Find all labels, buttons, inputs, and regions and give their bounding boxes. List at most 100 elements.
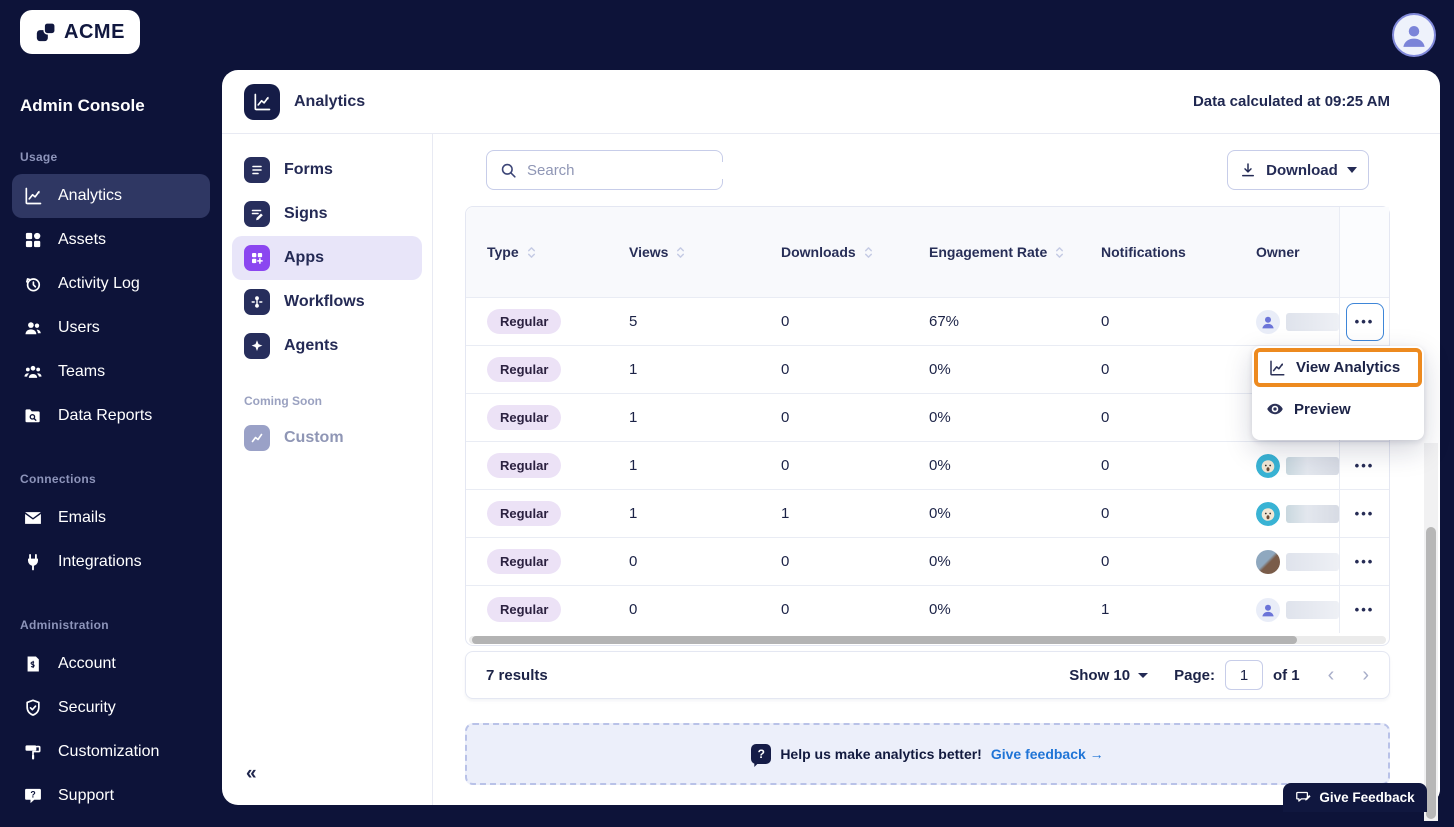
- search-icon: [499, 161, 518, 180]
- page-title: Analytics: [294, 92, 366, 110]
- table-row: Regular 1 0 0% 0: [466, 393, 1389, 441]
- sidebar-item-analytics[interactable]: Analytics: [12, 174, 210, 218]
- sidebar-item-teams[interactable]: Teams: [12, 350, 210, 394]
- admin-sidebar: Admin Console Usage Analytics Assets Act…: [0, 70, 222, 827]
- analytics-content: Download Type Views Downloads: [433, 134, 1440, 805]
- row-actions-button[interactable]: [1346, 591, 1384, 629]
- next-page-button[interactable]: [1362, 665, 1369, 685]
- vertical-scrollbar-thumb[interactable]: [1426, 527, 1436, 819]
- owner-cell: [1235, 597, 1339, 622]
- owner-cell: [1235, 309, 1339, 334]
- column-header-owner: Owner: [1256, 244, 1300, 260]
- page-total: of 1: [1272, 666, 1300, 684]
- owner-avatar-photo: [1256, 453, 1280, 478]
- type-badge: Regular: [487, 501, 562, 526]
- nav-item-workflows[interactable]: Workflows: [232, 280, 422, 324]
- row-actions-button[interactable]: [1346, 447, 1384, 485]
- sort-icon[interactable]: [675, 246, 686, 259]
- engagement-cell: 0%: [929, 409, 951, 426]
- horizontal-scrollbar-thumb[interactable]: [472, 636, 1297, 644]
- menu-item-view-analytics[interactable]: View Analytics: [1254, 348, 1422, 387]
- views-cell: 0: [629, 553, 638, 570]
- give-feedback-link[interactable]: Give feedback →: [990, 746, 1104, 762]
- page-size-select[interactable]: Show 10: [1069, 667, 1149, 684]
- sidebar-item-emails[interactable]: Emails: [12, 496, 210, 540]
- ellipsis-icon: [1355, 602, 1375, 617]
- table-row: Regular 0 0 0% 0: [466, 537, 1389, 585]
- search-box[interactable]: [486, 150, 726, 190]
- nav-item-agents[interactable]: Agents: [232, 324, 422, 368]
- custom-chart-icon: [244, 425, 270, 451]
- sidebar-item-integrations[interactable]: Integrations: [12, 540, 210, 584]
- sort-icon[interactable]: [526, 246, 537, 259]
- column-header-downloads[interactable]: Downloads: [760, 244, 908, 260]
- views-cell: 1: [629, 505, 638, 522]
- sidebar-item-support[interactable]: ? Support: [12, 774, 210, 818]
- assets-grid-icon: [22, 229, 44, 251]
- row-actions-button[interactable]: [1346, 543, 1384, 581]
- sidebar-item-account[interactable]: Account: [12, 642, 210, 686]
- downloads-cell: 0: [781, 361, 790, 378]
- envelope-icon: [22, 507, 44, 529]
- downloads-cell: 0: [781, 409, 790, 426]
- section-label-usage: Usage: [20, 150, 58, 164]
- person-icon: [1403, 26, 1425, 47]
- download-button[interactable]: Download: [1227, 150, 1369, 190]
- downloads-cell: 0: [781, 601, 790, 618]
- sort-icon[interactable]: [1054, 246, 1065, 259]
- analytics-icon: [244, 83, 280, 120]
- engagement-cell: 0%: [929, 457, 951, 474]
- row-actions-button[interactable]: [1345, 302, 1384, 341]
- sidebar-item-activity-log[interactable]: Activity Log: [12, 262, 210, 306]
- collapse-sidebar-button[interactable]: «: [246, 763, 257, 784]
- sort-icon[interactable]: [863, 246, 874, 259]
- billing-document-icon: [22, 653, 44, 675]
- brand-name: ACME: [64, 20, 125, 43]
- horizontal-scrollbar[interactable]: [469, 636, 1386, 644]
- feedback-chat-icon: [1295, 789, 1312, 806]
- sidebar-item-security[interactable]: Security: [12, 686, 210, 730]
- views-cell: 1: [629, 457, 638, 474]
- analytics-panel: Analytics Data calculated at 09:25 AM Fo…: [222, 70, 1440, 805]
- column-header-engagement-rate[interactable]: Engagement Rate: [908, 244, 1080, 260]
- nav-item-forms[interactable]: Forms: [232, 148, 422, 192]
- search-input[interactable]: [527, 161, 726, 179]
- owner-name-redacted: [1286, 600, 1339, 619]
- svg-text:?: ?: [30, 790, 35, 800]
- notifications-cell: 0: [1101, 313, 1110, 330]
- activity-clock-icon: [22, 273, 44, 295]
- views-cell: 1: [629, 409, 638, 426]
- page-input[interactable]: [1224, 660, 1263, 690]
- menu-item-preview[interactable]: Preview: [1252, 387, 1424, 431]
- notifications-cell: 0: [1101, 553, 1110, 570]
- table-footer: 7 results Show 10 Page: of 1: [465, 651, 1390, 699]
- column-header-type[interactable]: Type: [466, 244, 608, 260]
- table-header-row: Type Views Downloads Engagement Rate: [466, 207, 1389, 297]
- ellipsis-icon: [1355, 314, 1375, 329]
- sidebar-item-assets[interactable]: Assets: [12, 218, 210, 262]
- nav-item-apps[interactable]: Apps: [232, 236, 422, 280]
- help-chat-icon: [751, 744, 772, 764]
- acme-logo[interactable]: ACME: [20, 10, 140, 54]
- sidebar-item-customization[interactable]: Customization: [12, 730, 210, 774]
- ellipsis-icon: [1355, 458, 1375, 473]
- ellipsis-icon: [1355, 506, 1375, 521]
- owner-avatar: [1256, 597, 1280, 622]
- type-badge: Regular: [487, 357, 562, 382]
- row-actions-button[interactable]: [1346, 495, 1384, 533]
- sidebar-item-data-reports[interactable]: Data Reports: [12, 394, 210, 438]
- notifications-cell: 0: [1101, 361, 1110, 378]
- previous-page-button[interactable]: [1328, 665, 1335, 685]
- sidebar-item-users[interactable]: Users: [12, 306, 210, 350]
- downloads-cell: 0: [781, 457, 790, 474]
- column-header-views[interactable]: Views: [608, 244, 760, 260]
- views-cell: 5: [629, 313, 638, 330]
- nav-item-signs[interactable]: Signs: [232, 192, 422, 236]
- chevron-down-icon: [1346, 167, 1357, 173]
- give-feedback-button[interactable]: Give Feedback: [1283, 783, 1427, 812]
- feedback-banner: Help us make analytics better! Give feed…: [465, 723, 1390, 785]
- notifications-cell: 0: [1101, 505, 1110, 522]
- data-reports-folder-icon: [22, 405, 44, 427]
- user-avatar[interactable]: [1392, 13, 1436, 57]
- notifications-cell: 0: [1101, 409, 1110, 426]
